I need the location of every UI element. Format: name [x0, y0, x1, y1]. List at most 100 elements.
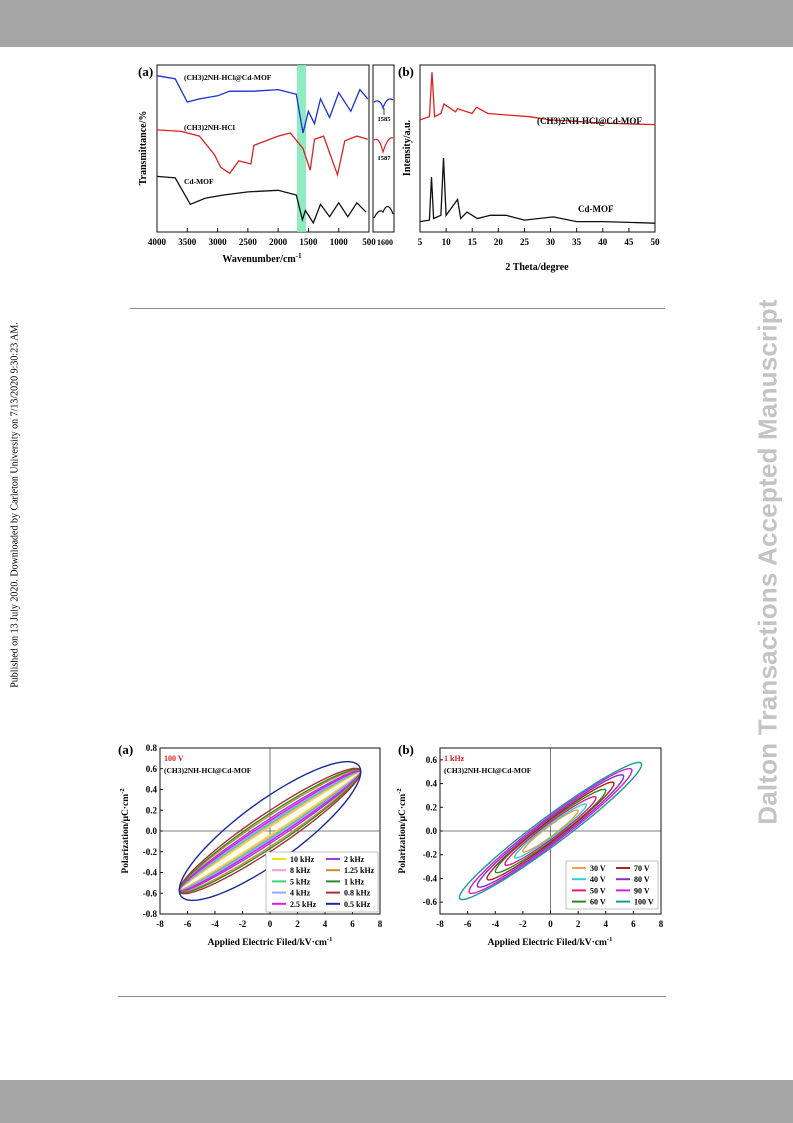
pe-a-xtick-label: 0 [268, 919, 273, 929]
xrd-xtick-label: 20 [494, 237, 504, 247]
xrd-xtick-label: 10 [442, 237, 452, 247]
pe-b-xtick-label: 8 [659, 919, 664, 929]
pe-b-xtick-label: -4 [492, 919, 500, 929]
pe-a-legend: 10 kHz 2 kHz 8 kHz 1.25 kHz 5 kHz 1 kHz 4 kHz 0… [265, 851, 379, 913]
pe-a-ytick-label: 0.0 [146, 826, 158, 836]
pe-b-ytick-label: 0.2 [426, 802, 438, 812]
pe-a-xlabel-sup: -1 [327, 936, 332, 943]
pe-a-condition: 100 V [164, 754, 184, 763]
pe-a-ytick-label: -0.8 [143, 909, 158, 919]
pe-a-legend-label: 2.5 kHz [290, 900, 317, 909]
pe-b-xlabel-sup: -1 [607, 936, 612, 943]
pe-a-xtick-label: -4 [211, 919, 219, 929]
pe-b-ylabel-sup: -2 [396, 788, 403, 793]
xrd-label-composite: (CH3)2NH-HCl@Cd-MOF [537, 116, 642, 126]
ftir-label-composite: (CH3)2NH-HCl@Cd-MOF [184, 73, 272, 82]
ftir-series-ch3-2nh-hcl [156, 129, 368, 178]
pe-a-legend-label: 1 kHz [344, 877, 365, 886]
inset-amine-curve [373, 137, 394, 155]
pe-a-xtick-label: -2 [239, 919, 247, 929]
pe-a-ytick-label: -0.4 [143, 868, 158, 878]
xrd-xtick-label: 5 [418, 237, 423, 247]
pe-a-ytick-label: 0.4 [146, 785, 158, 795]
ftir-series-ch3-2nh-hcl-cd-mof [156, 75, 369, 134]
pe-b-xtick-label: -6 [464, 919, 472, 929]
pe-a-ylabel-sup: -2 [119, 788, 126, 793]
xrd-xtick-label: 50 [651, 237, 661, 247]
pe-a-legend-label: 10 kHz [290, 855, 315, 864]
pe-b-xlabel-wrap: Applied Electric Filed/kV·cm-1 [488, 936, 613, 948]
pe-b-ylabel: Polarization/μC·cm [398, 794, 408, 874]
xrd-xlabel: 2 Theta/degree [505, 262, 569, 273]
pe-a-legend-label: 4 kHz [290, 889, 311, 898]
xrd-xtick-label: 25 [520, 237, 530, 247]
pe-a-legend-label: 2 kHz [344, 855, 365, 864]
pe-b-legend-label: 90 V [634, 886, 650, 895]
inset-cdmof-curve [373, 205, 394, 219]
panel-a2-tag: (a) [118, 742, 133, 757]
pe-a-ytick-label: 0.2 [146, 805, 158, 815]
xrd-xtick-label: 45 [624, 237, 634, 247]
ftir-label-cdmof: Cd-MOF [184, 177, 214, 186]
ftir-xtick-label: 1500 [299, 237, 318, 247]
xrd-series-cd-mof [419, 157, 656, 224]
xrd-series-ch3-2nh-hcl-cd-mof [419, 72, 656, 126]
pe-b-condition: 1 kHz [444, 754, 465, 763]
pe-b-ytick-label: -0.2 [423, 850, 438, 860]
ftir-inset-frame [372, 64, 395, 233]
figure2-rule [118, 996, 666, 997]
xrd-xtick-label: 40 [598, 237, 608, 247]
ftir-xtick-label: 3000 [209, 237, 228, 247]
pe-b-xtick-label: 2 [576, 919, 581, 929]
pe-b-ytick-label: -0.6 [423, 897, 438, 907]
pe-b-ticks: -8 -6 -4 -2 0 2 4 6 8 -0.6 -0.4 -0.2 0.0 0.2 0.4 0.6 [423, 755, 664, 929]
pe-a-xtick-label: -8 [156, 919, 164, 929]
pe-a-xtick-label: -6 [184, 919, 192, 929]
pe-b-loop-90-v [468, 767, 633, 895]
figure1-rule [130, 308, 665, 309]
pe-a-xtick-label: 4 [323, 919, 328, 929]
ftir-xtick-label: 3500 [178, 237, 197, 247]
pe-a-loop-0-5-khz [178, 760, 362, 902]
pe-b-ytick-label: 0.0 [426, 826, 438, 836]
ftir-xtick-label: 1000 [330, 237, 349, 247]
ftir-label-amine: (CH3)2NH-HCl [184, 123, 235, 132]
ftir-xtick-label: 4000 [148, 237, 167, 247]
pe-b-legend: 30 V 70 V 40 V 80 V 50 V 90 V 60 V 100 V [565, 860, 659, 910]
pe-b-xtick-label: -8 [436, 919, 444, 929]
pe-b-loop-70-v [486, 781, 615, 881]
pe-a-ylabel-wrap: Polarization/μC·cm-2 [119, 788, 131, 873]
pe-a-sample: (CH3)2NH-HCl@Cd-MOF [164, 766, 252, 775]
ftir-xtick-label: 500 [362, 237, 376, 247]
pe-a-ytick-label: 0.6 [146, 764, 158, 774]
pe-b-legend-label: 50 V [590, 886, 606, 895]
pe-b-loop-30-v [522, 809, 579, 853]
pe-a-legend-label: 8 kHz [290, 866, 311, 875]
xrd-ylabel: Intensity/a.u. [402, 119, 413, 176]
pe-a-loops [178, 760, 362, 902]
ftir-series-cd-mof [156, 175, 367, 225]
xrd-series-group [419, 72, 656, 224]
pe-b-ytick-label: -0.4 [423, 873, 438, 883]
panel-a-tag: (a) [138, 64, 153, 79]
pe-b-loop-40-v [513, 803, 588, 859]
pe-a-xtick-label: 6 [350, 919, 355, 929]
pe-b-loop-60-v [494, 788, 607, 874]
pe-b-legend-label: 100 V [634, 898, 654, 907]
pe-a-legend-label: 0.8 kHz [344, 889, 371, 898]
xrd-x-ticks: 5 10 15 20 25 30 35 40 45 50 [418, 228, 660, 247]
ftir-series-group [156, 75, 369, 225]
header-band [0, 0, 793, 47]
pe-a-legend-label: 5 kHz [290, 877, 311, 886]
pe-b-xlabel: Applied Electric Filed/kV·cm [488, 938, 607, 948]
pe-b-legend-label: 60 V [590, 898, 606, 907]
inset-composite-curve [373, 98, 394, 110]
ftir-xtick-label: 2500 [239, 237, 258, 247]
panel-b2-tag: (b) [398, 742, 414, 757]
xrd-label-cdmof: Cd-MOF [578, 204, 614, 214]
pe-a-ticks: -8 -6 -4 -2 0 2 4 6 8 -0.8 -0.6 -0.4 -0.2 0.0 0.2 0.4 0.… [143, 743, 383, 929]
pe-b-xtick-label: -2 [519, 919, 527, 929]
pe-a-xtick-label: 8 [378, 919, 383, 929]
pe-b-legend-label: 30 V [590, 864, 606, 873]
